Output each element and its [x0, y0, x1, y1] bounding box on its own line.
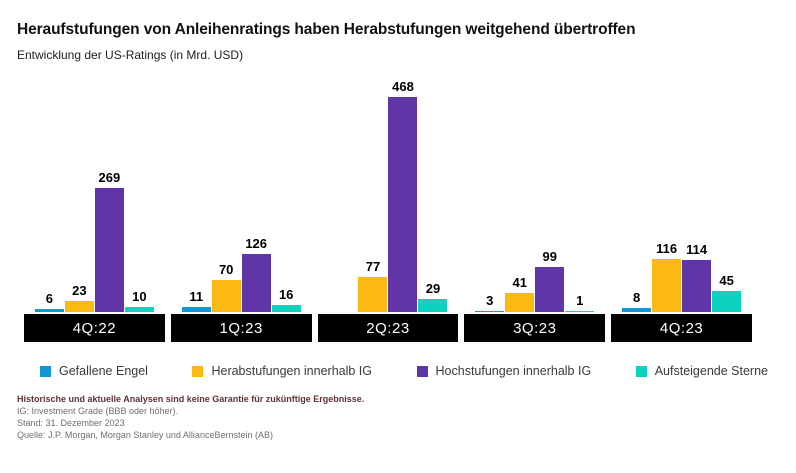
bar-slot: 23 [64, 284, 94, 312]
bar-slot: 126 [241, 237, 271, 312]
bar-value-label: 1 [576, 292, 584, 308]
bar-slot [328, 309, 358, 312]
legend-label: Herabstufungen innerhalb IG [211, 364, 372, 378]
bar [34, 309, 64, 312]
x-axis-category-label: 3Q:23 [464, 314, 606, 342]
category-group: 8 116 114 45 4Q:23 [611, 64, 752, 342]
bar-slot: 8 [622, 291, 652, 312]
category-plot-area: 3 41 99 1 [464, 64, 605, 312]
bar-slot: 269 [94, 171, 124, 312]
bar-slot: 1 [565, 292, 595, 312]
bar-slot: 10 [124, 290, 154, 312]
category-group: 3 41 99 1 3Q:23 [464, 64, 606, 342]
x-axis-category-label: 1Q:23 [170, 314, 312, 342]
bar-value-label: 126 [245, 236, 268, 252]
bar-slot: 114 [682, 241, 712, 312]
legend-item: Herabstufungen innerhalb IG [192, 364, 372, 378]
bar-chart: 6 23 269 10 4Q:22 11 70 126 16 1Q:23 77 468 29 2Q:23 3… [24, 64, 752, 342]
bar-value-label: 11 [189, 288, 204, 304]
chart-subtitle: Entwicklung der US-Ratings (in Mrd. USD) [17, 48, 244, 62]
bar [64, 301, 94, 312]
legend-item: Hochstufungen innerhalb IG [416, 364, 592, 378]
bar-value-label: 70 [218, 261, 234, 277]
bar [388, 97, 418, 312]
bar-slot: 70 [211, 261, 241, 312]
footer: Historische und aktuelle Analysen sind k… [17, 393, 779, 441]
bar [211, 279, 241, 312]
bar-value-label: 16 [278, 286, 294, 302]
bar-slot: 468 [388, 80, 418, 312]
category-plot-area: 6 23 269 10 [24, 64, 165, 312]
category-plot-area: 8 116 114 45 [611, 64, 752, 312]
bar-slot: 29 [418, 280, 448, 312]
bar-slot: 77 [358, 258, 388, 312]
bar-value-label: 10 [132, 289, 147, 305]
category-group: 6 23 269 10 4Q:22 [24, 64, 165, 342]
chart-legend: Gefallene Engel Herabstufungen innerhalb … [40, 364, 768, 378]
bar [271, 304, 301, 312]
bar-slot: 16 [271, 286, 301, 312]
category-plot-area: 77 468 29 [318, 64, 459, 312]
bar-slot: 11 [181, 288, 211, 312]
bar [622, 308, 652, 312]
legend-label: Hochstufungen innerhalb IG [435, 364, 592, 378]
x-axis-category-label: 4Q:23 [611, 314, 752, 342]
bar [475, 310, 505, 312]
bar-value-label: 77 [365, 258, 381, 274]
bar-slot: 41 [505, 276, 535, 312]
bar [418, 298, 448, 312]
footnote-as-of-date: Stand: 31. Dezember 2023 [17, 418, 125, 428]
footnote-ig-definition: IG: Investment Grade (BBB oder höher). [17, 406, 179, 416]
bar [565, 310, 595, 312]
bar-value-label: 8 [632, 290, 641, 306]
bar [535, 266, 565, 312]
bar-value-label: 114 [686, 241, 708, 257]
bar [505, 293, 535, 312]
bar [712, 291, 742, 312]
chart-title: Heraufstufungen von Anleihenratings habe… [17, 21, 636, 38]
bar [358, 276, 388, 312]
bar-slot: 3 [475, 292, 505, 312]
bar-value-label: 41 [512, 275, 528, 291]
bar-value-label: 29 [425, 280, 441, 296]
bar [241, 254, 271, 312]
legend-swatch [192, 365, 204, 377]
bar-slot: 99 [535, 248, 565, 312]
bar-slot: 45 [712, 274, 742, 312]
legend-swatch [416, 365, 428, 377]
legend-label: Gefallene Engel [59, 364, 148, 378]
bar-value-label: 468 [392, 79, 414, 94]
bar [181, 306, 211, 312]
bar [652, 258, 682, 312]
bar-value-label: 3 [486, 292, 494, 308]
category-group: 11 70 126 16 1Q:23 [170, 64, 312, 342]
bar-value-label: 45 [719, 273, 734, 289]
legend-swatch [40, 365, 51, 377]
bar-value-label: 6 [45, 291, 53, 307]
bar-value-label: 116 [656, 240, 678, 256]
bar-slot: 6 [34, 292, 64, 312]
footnote-source: Quelle: J.P. Morgan, Morgan Stanley und … [17, 430, 273, 440]
bar [124, 307, 154, 312]
category-group: 77 468 29 2Q:23 [317, 64, 459, 342]
disclaimer-text: Historische und aktuelle Analysen sind k… [17, 394, 365, 404]
legend-item: Gefallene Engel [40, 364, 148, 378]
legend-swatch [635, 365, 647, 377]
bar [94, 188, 124, 312]
bar-value-label: 99 [542, 248, 558, 264]
bar-value-label: 23 [72, 283, 87, 299]
legend-label: Aufsteigende Sterne [654, 364, 768, 378]
bar-slot: 116 [652, 240, 682, 312]
x-axis-category-label: 2Q:23 [317, 314, 459, 342]
bar-value-label: 269 [98, 170, 121, 186]
x-axis-category-label: 4Q:22 [24, 314, 165, 342]
bar [682, 259, 712, 312]
category-plot-area: 11 70 126 16 [171, 64, 312, 312]
legend-item: Aufsteigende Sterne [635, 364, 768, 378]
